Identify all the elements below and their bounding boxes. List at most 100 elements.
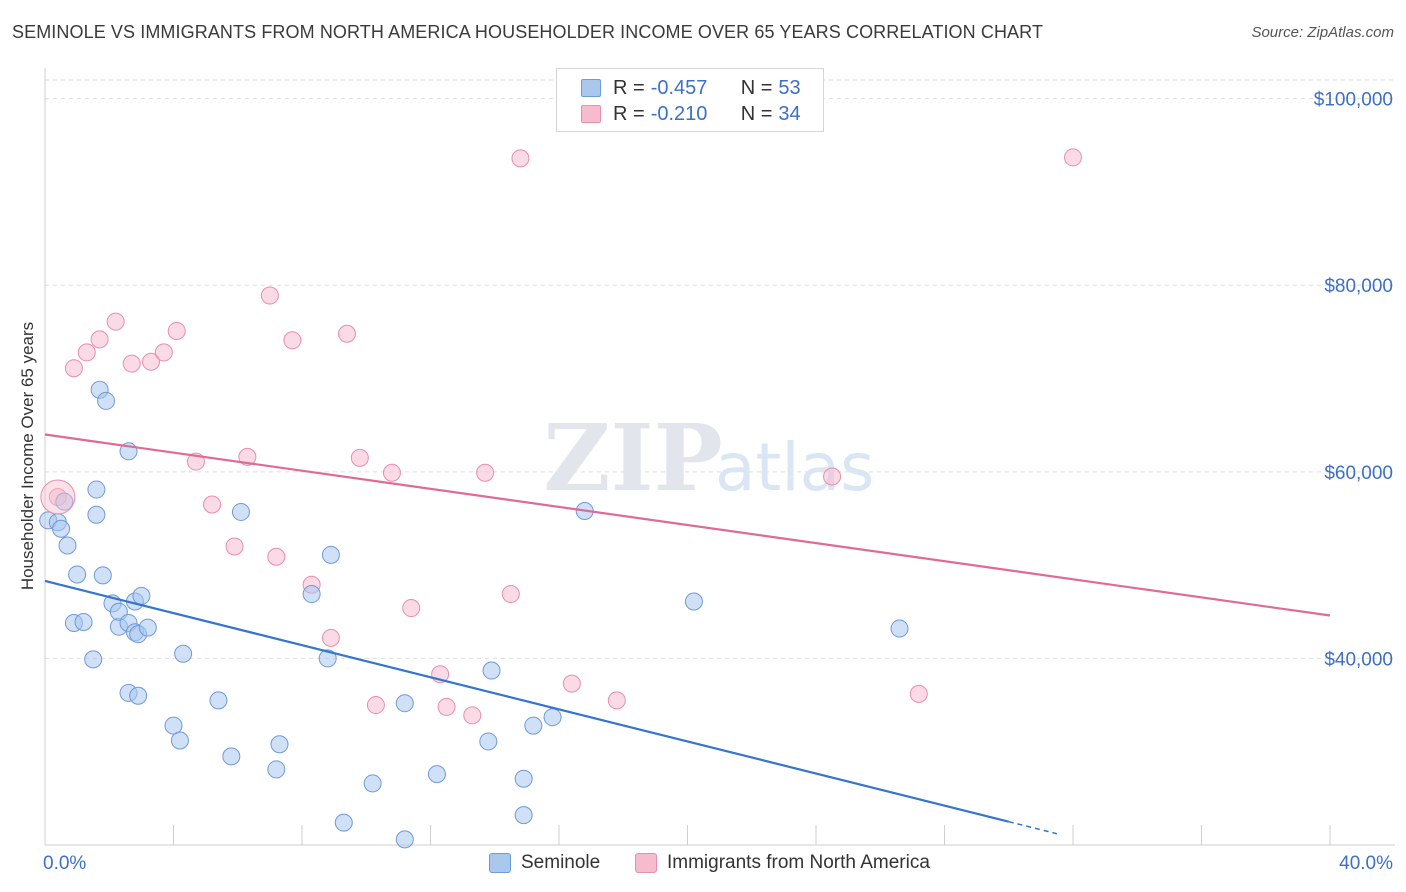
immigrants-point bbox=[142, 352, 161, 371]
seminole-point bbox=[170, 731, 189, 750]
legend-swatch-blue bbox=[489, 853, 511, 873]
seminole-point bbox=[87, 505, 106, 524]
r-value: -0.210 bbox=[650, 102, 708, 125]
seminole-point bbox=[174, 644, 193, 663]
watermark-zip: ZIP bbox=[543, 404, 722, 512]
n-value: 34 bbox=[778, 102, 801, 125]
immigrants-trend-line bbox=[44, 433, 1331, 617]
seminole-point bbox=[524, 716, 543, 735]
legend-item-seminole[interactable]: Seminole bbox=[489, 852, 600, 874]
immigrants-point bbox=[382, 463, 401, 482]
immigrants-point bbox=[463, 706, 482, 725]
seminole-point bbox=[321, 545, 340, 564]
legend-swatch-pink bbox=[635, 853, 657, 873]
seminole-point bbox=[129, 686, 148, 705]
seminole-point bbox=[93, 566, 112, 585]
seminole-point bbox=[514, 769, 533, 788]
axis-layer bbox=[44, 68, 1395, 846]
n-label: N = bbox=[740, 102, 773, 125]
points-layer bbox=[39, 148, 1082, 849]
immigrants-point bbox=[437, 697, 456, 716]
immigrants-point-large bbox=[40, 479, 76, 515]
immigrants-point bbox=[77, 343, 96, 362]
seminole-point bbox=[209, 691, 228, 710]
seminole-point bbox=[55, 492, 74, 511]
immigrants-point bbox=[167, 321, 186, 340]
seminole-point bbox=[318, 649, 337, 668]
immigrants-point bbox=[203, 495, 222, 514]
trend-layer bbox=[44, 433, 1331, 835]
immigrants-point bbox=[267, 547, 286, 566]
immigrants-point bbox=[1064, 148, 1082, 167]
correlation-legend: R = -0.457 N = 53 R = -0.210 N = 34 bbox=[556, 68, 824, 132]
immigrants-point bbox=[64, 359, 83, 378]
immigrants-point bbox=[90, 330, 109, 349]
series-legend: Seminole Immigrants from North America bbox=[0, 852, 1406, 878]
seminole-point bbox=[334, 813, 353, 832]
legend-swatch-blue bbox=[581, 79, 601, 97]
legend-label: Seminole bbox=[521, 852, 601, 873]
seminole-point bbox=[87, 480, 106, 499]
immigrants-point bbox=[909, 684, 928, 703]
seminole-point bbox=[74, 613, 93, 632]
r-value: -0.457 bbox=[650, 76, 708, 99]
immigrants-point bbox=[154, 343, 173, 362]
n-label: N = bbox=[740, 76, 773, 99]
watermark-atlas: atlas bbox=[715, 429, 875, 506]
seminole-point bbox=[479, 732, 498, 751]
immigrants-point bbox=[823, 467, 842, 486]
immigrants-point bbox=[350, 448, 369, 467]
immigrants-point bbox=[366, 696, 385, 715]
r-label: R = bbox=[613, 102, 645, 125]
seminole-point bbox=[68, 565, 87, 584]
seminole-point bbox=[138, 618, 157, 637]
immigrants-point bbox=[476, 463, 495, 482]
immigrants-point bbox=[106, 312, 125, 331]
legend-swatch-pink bbox=[581, 105, 601, 123]
immigrants-point bbox=[238, 447, 257, 466]
seminole-point bbox=[302, 585, 321, 604]
chart-title: SEMINOLE VS IMMIGRANTS FROM NORTH AMERIC… bbox=[12, 22, 1044, 42]
legend-row-seminole: R = -0.457 N = 53 bbox=[581, 76, 801, 100]
y-tick-label: $60,000 bbox=[1324, 463, 1393, 484]
immigrants-point bbox=[562, 674, 581, 693]
immigrants-point bbox=[260, 286, 279, 305]
seminole-point bbox=[427, 765, 446, 784]
x-tick-label-max: 40.0% bbox=[1339, 853, 1393, 874]
seminole-point bbox=[543, 708, 562, 727]
seminole-point bbox=[890, 619, 909, 638]
seminole-point bbox=[395, 830, 414, 849]
legend-label: Immigrants from North America bbox=[667, 852, 930, 873]
legend-row-immigrants: R = -0.210 N = 34 bbox=[581, 102, 801, 126]
seminole-point bbox=[132, 586, 151, 605]
seminole-point bbox=[267, 760, 286, 779]
y-tick-label: $100,000 bbox=[1314, 90, 1393, 111]
seminole-point bbox=[231, 502, 250, 521]
seminole-point bbox=[684, 592, 703, 611]
seminole-trend-extension bbox=[1008, 820, 1058, 835]
seminole-point bbox=[164, 716, 183, 735]
seminole-point bbox=[270, 735, 289, 754]
r-label: R = bbox=[613, 76, 645, 99]
immigrants-point bbox=[607, 691, 626, 710]
immigrants-point bbox=[501, 585, 520, 604]
n-value: 53 bbox=[778, 76, 801, 99]
grid-layer bbox=[45, 79, 1395, 659]
immigrants-point bbox=[283, 331, 302, 350]
seminole-point bbox=[97, 391, 116, 410]
seminole-point bbox=[482, 661, 501, 680]
seminole-point bbox=[395, 694, 414, 713]
watermark: ZIP atlas bbox=[543, 404, 874, 512]
immigrants-point bbox=[321, 628, 340, 647]
source-credit: Source: ZipAtlas.com bbox=[1251, 24, 1394, 41]
seminole-point bbox=[52, 519, 71, 538]
immigrants-point bbox=[511, 149, 530, 168]
immigrants-point bbox=[337, 324, 356, 343]
immigrants-point bbox=[225, 537, 244, 556]
seminole-point bbox=[363, 774, 382, 793]
seminole-point bbox=[84, 650, 103, 669]
seminole-trend-line bbox=[44, 579, 1010, 823]
legend-item-immigrants[interactable]: Immigrants from North America bbox=[635, 852, 930, 874]
tick-label-layer: $100,000 $80,000 $60,000 $40,000 0.0% 40.0% bbox=[43, 90, 1393, 874]
